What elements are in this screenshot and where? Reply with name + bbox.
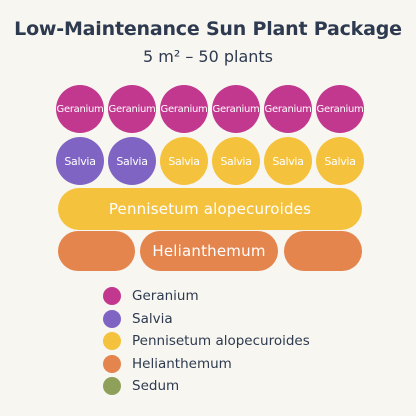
plant-circle-salvia: Salvia xyxy=(212,137,260,185)
plant-circle-geranium: Geranium xyxy=(264,85,312,133)
bed-helianthemum: Helianthemum xyxy=(140,231,278,271)
plant-circle-geranium: Geranium xyxy=(160,85,208,133)
legend-swatch-sedum xyxy=(103,377,121,396)
plant-circle-salvia: Salvia xyxy=(56,137,104,185)
legend-item: Pennisetum alopecuroides xyxy=(103,330,310,353)
legend-label: Geranium xyxy=(132,288,199,305)
plant-circle-geranium: Geranium xyxy=(108,85,156,133)
plant-circle-salvia: Salvia xyxy=(264,137,312,185)
legend-swatch-geranium xyxy=(103,287,121,306)
plant-circle-geranium: Geranium xyxy=(316,85,364,133)
legend-item: Helianthemum xyxy=(103,353,310,376)
bed-pennisetum: Pennisetum alopecuroides xyxy=(58,188,362,230)
plant-circle-salvia: Salvia xyxy=(108,137,156,185)
page-subtitle: 5 m² – 50 plants xyxy=(142,47,274,66)
legend-swatch-salvia xyxy=(103,309,121,328)
legend-label: Sedum xyxy=(132,378,180,395)
bed-helianthemum-right xyxy=(284,231,362,271)
bed-helianthemum-left xyxy=(58,231,135,271)
legend-item: Geranium xyxy=(103,285,310,308)
page-title: Low-Maintenance Sun Plant Package xyxy=(14,18,402,40)
plant-circle-salvia: Salvia xyxy=(160,137,208,185)
legend-item: Salvia xyxy=(103,308,310,331)
legend-label: Helianthemum xyxy=(132,355,232,372)
legend-swatch-pennisetum xyxy=(103,332,121,351)
legend-swatch-helianthemum xyxy=(103,354,121,373)
plant-circle-geranium: Geranium xyxy=(212,85,260,133)
plant-circle-salvia: Salvia xyxy=(316,137,364,185)
legend-label: Pennisetum alopecuroides xyxy=(132,333,310,350)
legend: Geranium Salvia Pennisetum alopecuroides… xyxy=(103,285,310,398)
plant-circle-geranium: Geranium xyxy=(56,85,104,133)
legend-label: Salvia xyxy=(132,310,173,327)
legend-item: Sedum xyxy=(103,375,310,398)
